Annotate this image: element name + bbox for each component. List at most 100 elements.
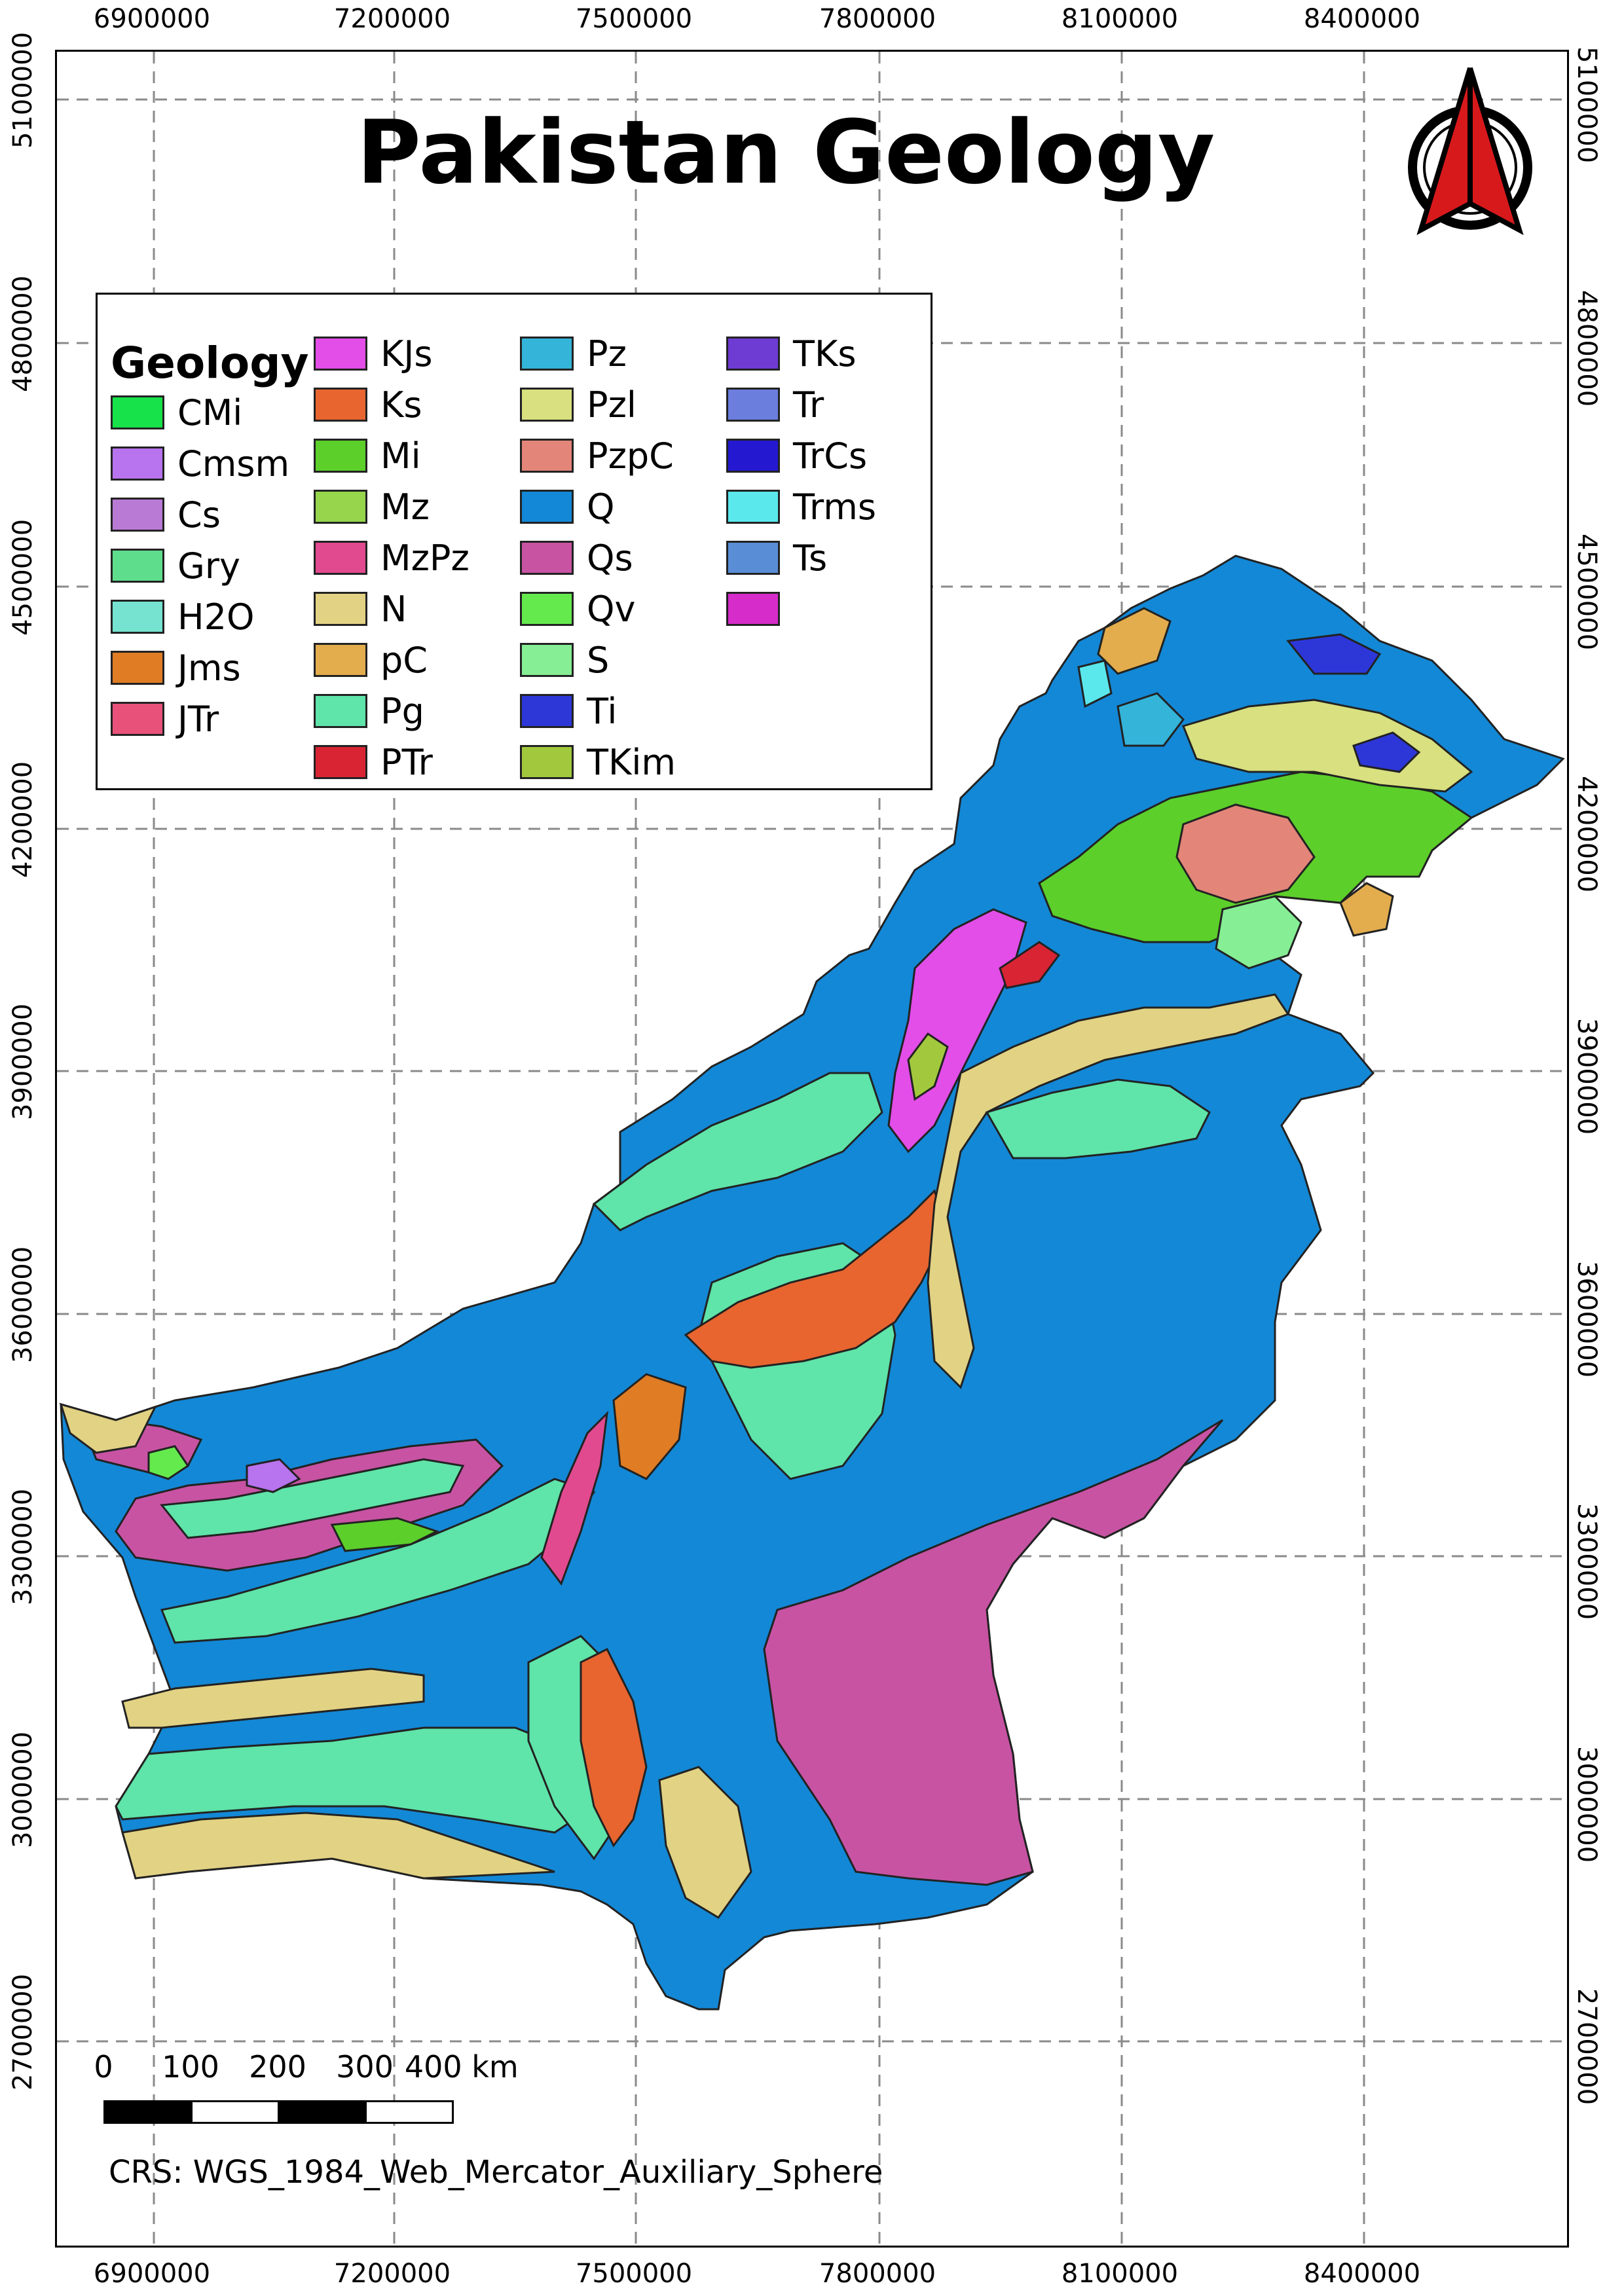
legend-label: Pzl [587, 384, 637, 426]
geology-unit-N [121, 1667, 425, 1729]
legend-label: Ti [587, 690, 618, 732]
legend-item: TKim [520, 741, 676, 783]
geology-unit-Pz [1116, 692, 1185, 747]
legend-item: Gry [111, 545, 241, 587]
legend-swatch [314, 439, 367, 473]
legend-label: Cs [177, 494, 221, 536]
legend-swatch [520, 541, 574, 575]
geology-unit-Pg [115, 1726, 595, 1834]
legend-label: Pg [380, 690, 424, 732]
legend-item: Tr [726, 384, 824, 426]
tick-label-right: 4800000 [1572, 290, 1602, 407]
legend-label: TKim [587, 741, 676, 783]
legend-swatch [726, 541, 780, 575]
geology-unit-Jms [612, 1373, 687, 1480]
legend-item: Ti [520, 690, 618, 732]
legend-item: JTr [111, 699, 219, 740]
geology-unit-Mi [330, 1517, 439, 1552]
scale-bar-segment [278, 2100, 367, 2124]
legend-item: Qv [520, 588, 636, 630]
legend-swatch [726, 490, 780, 524]
scale-bar-label: 400 km [404, 2049, 519, 2085]
legend-label: Jms [177, 647, 241, 689]
legend-item: Pz [520, 333, 627, 374]
legend-label: Qs [587, 537, 633, 579]
legend-swatch [111, 600, 164, 634]
legend-swatch [726, 439, 780, 473]
legend-label: Pz [587, 333, 627, 374]
geology-unit-Trms [1077, 659, 1113, 708]
legend-item: Pg [314, 690, 424, 732]
scale-bar-label: 0 [94, 2049, 113, 2085]
tick-label-right: 4200000 [1572, 776, 1602, 893]
legend-swatch [314, 745, 367, 779]
legend-swatch [314, 694, 367, 728]
country-geology [59, 555, 1565, 2011]
legend-label: H2O [177, 596, 255, 638]
tick-label-right: 3300000 [1572, 1503, 1602, 1620]
legend-label: Cmsm [177, 443, 290, 484]
legend-swatch [314, 643, 367, 677]
legend-title: Geology [111, 338, 309, 388]
legend-swatch [111, 702, 164, 736]
geology-unit-Qv [147, 1445, 190, 1480]
map-title: Pakistan Geology [356, 101, 1215, 204]
tick-label-left: 2700000 [8, 1973, 38, 2090]
legend-swatch [111, 498, 164, 532]
legend-label: Q [587, 486, 615, 528]
tick-label-right: 3600000 [1572, 1261, 1602, 1378]
legend-swatch [520, 643, 574, 677]
scale-bar: 0 100 200 300 400 km [94, 2049, 519, 2134]
legend-item: Jms [111, 647, 241, 689]
tick-label-left: 3600000 [8, 1246, 38, 1363]
legend-label: Gry [177, 545, 241, 587]
legend-item: H2O [111, 596, 255, 638]
geology-unit-PTr [999, 941, 1061, 989]
legend-item: Pzl [520, 384, 637, 426]
legend-item: Cmsm [111, 443, 290, 484]
legend-label: Mz [380, 486, 430, 528]
legend-item: MzPz [314, 538, 470, 579]
legend: Geology CMi Cmsm Cs Gry H2O Jms JTr KJs Ks Mi Mz Mz… [96, 293, 932, 790]
legend-swatch [314, 592, 367, 626]
legend-label: Trms [793, 486, 877, 528]
legend-item: Qs [520, 537, 633, 579]
legend-label: PzpC [587, 435, 674, 477]
legend-swatch [726, 388, 780, 422]
geology-unit-Ti [1286, 633, 1382, 675]
legend-swatch [520, 694, 574, 728]
legend-item: Ts [726, 538, 827, 579]
legend-label: Qv [587, 588, 636, 630]
tick-label-top: 7200000 [333, 4, 451, 34]
legend-swatch [111, 651, 164, 685]
tick-label-top: 6900000 [93, 4, 211, 34]
legend-item: Trms [726, 486, 877, 528]
legend-swatch [111, 395, 164, 429]
legend-item: CMi [111, 392, 242, 433]
legend-label: pC [380, 639, 428, 681]
legend-swatch [314, 337, 367, 371]
legend-swatch [314, 388, 367, 422]
tick-label-right: 4500000 [1572, 534, 1602, 651]
legend-item: S [520, 640, 609, 681]
legend-swatch [520, 337, 574, 371]
legend-label: PTr [380, 741, 433, 783]
tick-label-bottom: 8100000 [1061, 2259, 1179, 2289]
tick-label-right: 2700000 [1572, 1988, 1602, 2105]
geology-unit-PzpC [1175, 803, 1316, 904]
tick-label-left: 4200000 [8, 761, 38, 878]
legend-swatch [520, 388, 574, 422]
legend-swatch [726, 337, 780, 371]
legend-label: KJs [380, 333, 433, 374]
legend-swatch [520, 490, 574, 524]
tick-label-bottom: 7200000 [333, 2259, 451, 2289]
legend-swatch [520, 592, 574, 626]
geology-unit-Cmsm [246, 1458, 301, 1493]
geology-map [57, 52, 1567, 2246]
legend-swatch [520, 439, 574, 473]
legend-item: TrCs [726, 435, 867, 477]
legend-item: PzpC [520, 435, 674, 477]
scale-bar-segment [103, 2100, 193, 2124]
geology-unit-Pg [985, 1078, 1211, 1159]
geology-unit-Pg [592, 1072, 883, 1231]
